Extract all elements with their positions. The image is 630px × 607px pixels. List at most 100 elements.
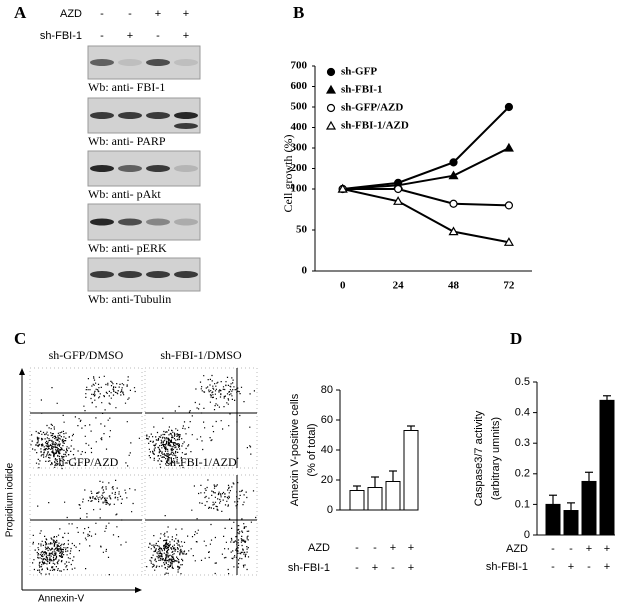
series-line xyxy=(342,106,510,190)
panel-letter: B xyxy=(293,3,304,22)
condition-sign: - xyxy=(355,562,359,574)
flow-plot-title: sh-GFP/DMSO xyxy=(49,348,124,362)
y-tick-label: 80 xyxy=(321,384,333,396)
legend-marker xyxy=(326,67,336,77)
flow-plot-frame xyxy=(29,367,143,469)
x-tick-label: 24 xyxy=(393,280,405,292)
condition-name: sh-FBI-1 xyxy=(40,30,82,42)
condition-sign: + xyxy=(408,562,414,574)
legend-label: sh-FBI-1/AZD xyxy=(341,120,409,132)
y-tick-label: 0.5 xyxy=(515,376,530,388)
y-tick-label: 60 xyxy=(321,414,333,426)
legend-marker xyxy=(325,120,337,130)
blot-band xyxy=(174,165,198,172)
marker xyxy=(394,184,403,194)
panel-letter: A xyxy=(14,3,27,22)
condition-sign: + xyxy=(408,542,414,554)
legend-label: sh-GFP/AZD xyxy=(341,102,403,114)
flow-plot-frame xyxy=(144,474,258,576)
blot-label: Wb: anti- pERK xyxy=(88,241,167,255)
y-tick-label: 200 xyxy=(291,162,308,174)
condition-sign: + xyxy=(155,8,161,20)
bar xyxy=(563,510,579,536)
marker xyxy=(449,158,458,167)
condition-sign: + xyxy=(586,543,592,555)
condition-sign: - xyxy=(551,561,555,573)
y-tick-label: 0 xyxy=(524,529,530,541)
marker xyxy=(337,183,348,193)
bar xyxy=(367,487,383,511)
flow-x-label: Annexin-V xyxy=(38,594,84,605)
y-tick-label: 400 xyxy=(291,121,308,133)
marker xyxy=(503,237,514,246)
condition-sign: - xyxy=(569,543,573,555)
condition-name: AZD xyxy=(308,542,330,554)
flow-plot-frame xyxy=(144,367,258,469)
condition-sign: - xyxy=(128,8,132,20)
flow-plot-title: sh-GFP/AZD xyxy=(54,455,119,469)
y-tick-label: 500 xyxy=(291,101,308,113)
condition-sign: + xyxy=(604,561,610,573)
condition-sign: - xyxy=(373,542,377,554)
blot-band xyxy=(146,59,170,66)
condition-name: AZD xyxy=(506,543,528,555)
flow-y-label: Propidium iodide xyxy=(5,462,16,537)
legend-label: sh-GFP xyxy=(341,66,377,78)
y-tick-label: 100 xyxy=(291,183,308,195)
y-tick-label: 40 xyxy=(321,444,333,456)
y-tick-label: 50 xyxy=(296,224,308,236)
x-tick-label: 48 xyxy=(448,280,460,292)
bar xyxy=(581,480,597,536)
series-line xyxy=(342,188,510,244)
condition-sign: + xyxy=(183,8,189,20)
condition-sign: + xyxy=(568,561,574,573)
bar xyxy=(349,490,365,511)
blot-label: Wb: anti-Tubulin xyxy=(88,292,171,306)
blot-band xyxy=(118,59,142,66)
marker xyxy=(504,201,514,210)
blot-band xyxy=(118,271,142,278)
flow-plot-title: sh-FBI-1/AZD xyxy=(165,455,237,469)
marker xyxy=(448,226,459,236)
condition-sign: - xyxy=(551,543,555,555)
condition-sign: + xyxy=(390,542,396,554)
arrow-head xyxy=(19,368,25,375)
marker xyxy=(503,142,514,152)
blot-label: Wb: anti- PARP xyxy=(88,134,166,148)
blot-band xyxy=(90,59,114,66)
blot-band xyxy=(174,271,198,278)
condition-sign: - xyxy=(391,562,395,574)
y-tick-label: 0.3 xyxy=(515,437,530,449)
marker xyxy=(393,196,404,205)
condition-sign: + xyxy=(372,562,378,574)
series-line xyxy=(342,188,509,207)
legend-label: sh-FBI-1 xyxy=(341,84,383,96)
condition-name: sh-FBI-1 xyxy=(288,562,330,574)
legend-marker xyxy=(326,103,336,113)
blot-band xyxy=(174,218,198,226)
blot-band xyxy=(118,165,142,172)
flow-dots xyxy=(30,375,140,470)
blot-band xyxy=(174,59,198,66)
marker xyxy=(449,199,458,208)
y-tick-label: 0 xyxy=(327,504,333,516)
blot-band xyxy=(90,218,114,226)
flow-plot-frame xyxy=(29,474,143,576)
blot-band xyxy=(146,165,170,172)
legend-marker xyxy=(325,84,337,94)
blot-band xyxy=(174,123,198,129)
panel-letter: D xyxy=(510,329,522,348)
condition-name: sh-FBI-1 xyxy=(486,561,528,573)
bar xyxy=(403,430,419,511)
bar xyxy=(385,481,401,511)
y-tick-label: 300 xyxy=(291,142,308,154)
y-axis-label: (arbitrary umnits) xyxy=(490,417,502,500)
y-axis-label: Caspase3/7 activity xyxy=(473,410,485,506)
condition-sign: + xyxy=(183,30,189,42)
y-tick-label: 0.2 xyxy=(515,468,530,480)
condition-sign: - xyxy=(587,561,591,573)
y-axis-label: Amexin V-positive cells xyxy=(289,393,301,506)
marker xyxy=(504,102,514,112)
